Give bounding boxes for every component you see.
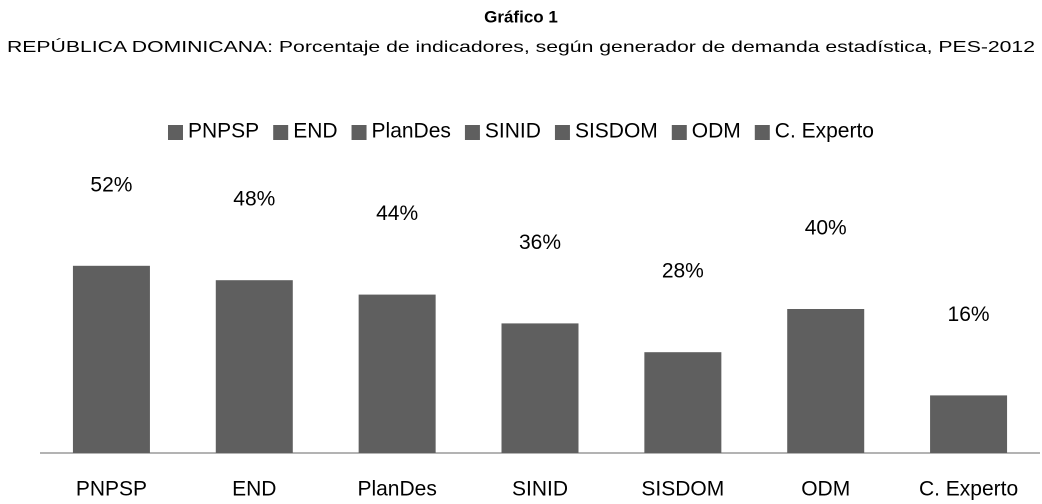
legend-swatch bbox=[671, 125, 687, 140]
x-tick-label: SINID bbox=[512, 478, 568, 501]
legend-swatch bbox=[167, 125, 183, 140]
legend-label: SISDOM bbox=[575, 120, 658, 143]
data-label: 36% bbox=[519, 231, 561, 254]
data-label: 40% bbox=[805, 217, 847, 240]
data-label: 52% bbox=[90, 173, 132, 196]
legend-swatch bbox=[554, 125, 570, 140]
x-tick-label: END bbox=[232, 478, 276, 501]
chart-title: Gráfico 1 bbox=[484, 7, 558, 26]
legend-swatch bbox=[464, 125, 480, 140]
chart-subtitle: REPÚBLICA DOMINICANA: Porcentaje de indi… bbox=[7, 37, 1035, 56]
bar bbox=[787, 309, 865, 453]
bar bbox=[358, 294, 436, 453]
data-label: 48% bbox=[233, 188, 275, 211]
x-tick-label: ODM bbox=[801, 478, 850, 501]
bar bbox=[215, 280, 293, 453]
data-label: 44% bbox=[376, 202, 418, 225]
bar bbox=[72, 265, 150, 453]
bar bbox=[930, 395, 1008, 453]
legend-swatch bbox=[273, 125, 289, 140]
legend-label: C. Experto bbox=[775, 120, 874, 143]
legend-label: PlanDes bbox=[372, 120, 451, 143]
legend-label: END bbox=[293, 120, 337, 143]
legend-label: PNPSP bbox=[188, 120, 259, 143]
legend-label: SINID bbox=[485, 120, 541, 143]
x-tick-label: C. Experto bbox=[919, 478, 1018, 501]
legend-label: ODM bbox=[692, 120, 741, 143]
x-tick-label: PlanDes bbox=[357, 478, 436, 501]
bar bbox=[501, 323, 579, 453]
x-tick-label: PNPSP bbox=[76, 478, 147, 501]
data-label: 28% bbox=[662, 260, 704, 283]
legend-swatch bbox=[351, 125, 367, 140]
x-tick-label: SISDOM bbox=[641, 478, 724, 501]
data-label: 16% bbox=[948, 303, 990, 326]
bar bbox=[644, 352, 722, 453]
legend-swatch bbox=[754, 125, 770, 140]
